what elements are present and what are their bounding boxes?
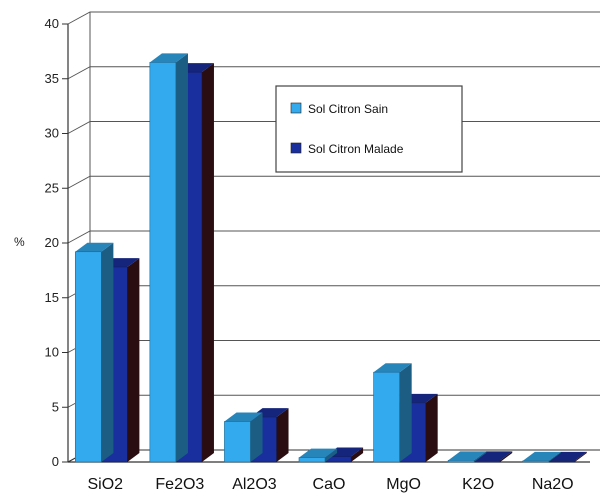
x-category-label: Al2O3 — [232, 476, 277, 493]
gridline — [67, 340, 600, 353]
x-category-label: K2O — [462, 476, 494, 493]
y-tick-label: 15 — [45, 290, 59, 305]
bar-fe2o3-sain — [149, 53, 188, 463]
legend-label: Sol Citron Malade — [308, 142, 404, 156]
x-category-label: SiO2 — [87, 476, 123, 493]
legend-label: Sol Citron Sain — [308, 102, 388, 116]
x-category-label: Na2O — [532, 476, 574, 493]
gridline — [67, 66, 600, 80]
y-tick-label: 0 — [52, 454, 59, 469]
gridline — [67, 285, 600, 299]
y-axis-title: % — [14, 235, 25, 249]
y-tick-label: 35 — [45, 71, 59, 86]
y-tick-labels: 0 5 10 15 20 25 30 35 40 — [45, 16, 59, 469]
legend-swatch — [290, 102, 302, 114]
y-tick-label: 20 — [45, 235, 59, 250]
y-tick-label: 40 — [45, 16, 59, 31]
y-tick-label: 5 — [52, 399, 59, 414]
y-tick-label: 10 — [45, 345, 59, 360]
axes — [62, 12, 600, 463]
gridlines — [67, 11, 600, 463]
x-category-label: Fe2O3 — [155, 476, 204, 493]
legend-box — [275, 85, 463, 173]
bar-mgo-sain — [373, 363, 412, 463]
bar-na2o-sain — [522, 451, 561, 463]
x-category-label: MgO — [386, 476, 421, 493]
gridline — [67, 230, 600, 244]
bar-al2o3-sain — [224, 412, 263, 463]
bars — [74, 53, 587, 463]
bar-k2o-sain — [447, 451, 487, 463]
gridline — [67, 394, 600, 408]
gridline — [67, 175, 600, 189]
x-category-labels: SiO2 Fe2O3 Al2O3 CaO MgO K2O Na2O — [87, 476, 573, 493]
x-category-label: CaO — [313, 476, 346, 493]
gridline — [67, 11, 600, 25]
bar-sio2-sain — [74, 242, 114, 463]
bar-cao-sain — [298, 448, 338, 463]
y-tick-label: 30 — [45, 126, 59, 141]
legend-swatch — [290, 142, 302, 154]
legend: Sol Citron Sain Sol Citron Malade — [275, 85, 463, 173]
y-tick-label: 25 — [45, 180, 59, 195]
